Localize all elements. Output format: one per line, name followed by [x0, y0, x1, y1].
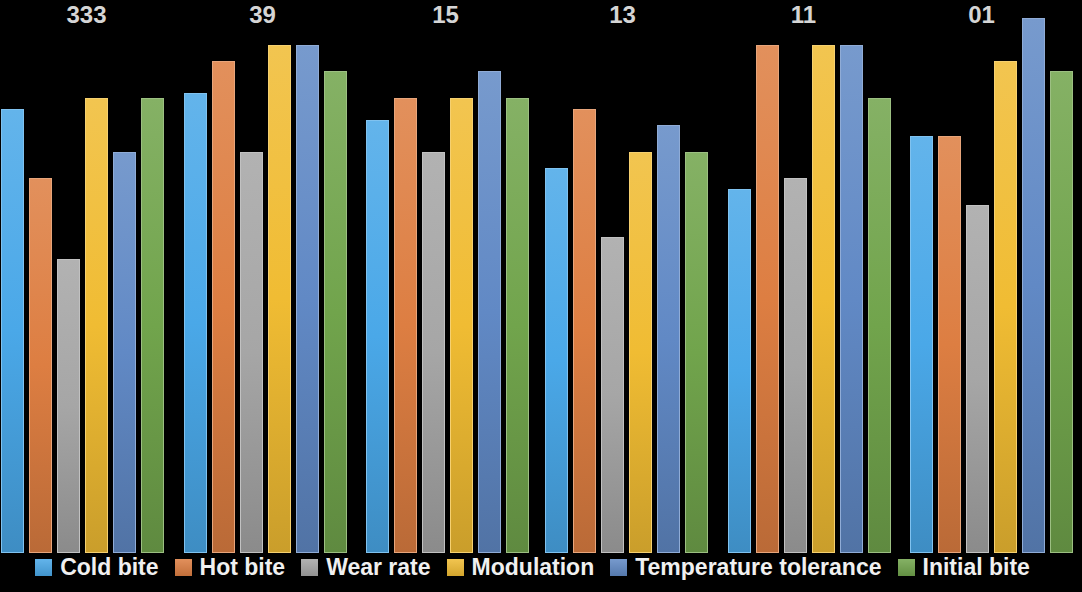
legend-label-wear-rate: Wear rate [326, 554, 430, 581]
bar-hot-bite-333 [29, 178, 52, 553]
bar-cold-bite-39 [184, 93, 207, 553]
legend-label-cold-bite: Cold bite [60, 554, 158, 581]
legend-label-hot-bite: Hot bite [200, 554, 286, 581]
category-label-01: 01 [900, 0, 1063, 30]
legend-item-hot-bite: Hot bite [175, 554, 286, 581]
bar-modulation-13 [629, 152, 652, 553]
bar-cold-bite-13 [545, 168, 568, 553]
bar-modulation-11 [812, 45, 835, 553]
bar-modulation-333 [85, 98, 108, 553]
bar-cold-bite-15 [366, 120, 389, 553]
bar-wear-rate-15 [422, 152, 445, 553]
legend-swatch-hot-bite-icon [175, 559, 192, 576]
legend-swatch-temperature-tolerance-icon [610, 559, 627, 576]
category-label-39: 39 [181, 0, 344, 30]
legend-label-initial-bite: Initial bite [923, 554, 1030, 581]
category-label-13: 13 [541, 0, 704, 30]
legend-item-cold-bite: Cold bite [35, 554, 158, 581]
bar-temperature-tolerance-333 [113, 152, 136, 553]
bar-initial-bite-39 [324, 71, 347, 553]
bar-wear-rate-13 [601, 237, 624, 553]
bar-modulation-01 [994, 61, 1017, 553]
bar-temperature-tolerance-15 [478, 71, 501, 553]
legend: Cold bite Hot bite Wear rate Modulation Temp… [0, 552, 1082, 582]
bar-initial-bite-15 [506, 98, 529, 553]
bar-cold-bite-01 [910, 136, 933, 553]
legend-label-modulation: Modulation [472, 554, 595, 581]
bar-temperature-tolerance-13 [657, 125, 680, 553]
category-label-15: 15 [364, 0, 527, 30]
bar-hot-bite-13 [573, 109, 596, 553]
bar-hot-bite-15 [394, 98, 417, 553]
bar-temperature-tolerance-39 [296, 45, 319, 553]
category-label-333: 333 [5, 0, 168, 30]
bar-cold-bite-333 [1, 109, 24, 553]
bar-group-01 [910, 18, 1073, 553]
bar-group-13 [545, 109, 708, 553]
bar-temperature-tolerance-01 [1022, 18, 1045, 553]
bar-modulation-39 [268, 45, 291, 553]
bar-group-15 [366, 71, 529, 553]
bar-hot-bite-01 [938, 136, 961, 553]
legend-label-temperature-tolerance: Temperature tolerance [635, 554, 881, 581]
bar-group-11 [728, 45, 891, 553]
category-label-11: 11 [722, 0, 885, 30]
bar-initial-bite-11 [868, 98, 891, 553]
bar-cold-bite-11 [728, 189, 751, 553]
legend-item-modulation: Modulation [447, 554, 595, 581]
bar-group-333 [1, 98, 164, 553]
bar-initial-bite-01 [1050, 71, 1073, 553]
bar-chart: 333 39 15 13 11 01 [0, 0, 1082, 592]
legend-item-temperature-tolerance: Temperature tolerance [610, 554, 881, 581]
legend-item-wear-rate: Wear rate [301, 554, 430, 581]
bar-initial-bite-13 [685, 152, 708, 553]
bar-hot-bite-11 [756, 45, 779, 553]
bar-temperature-tolerance-11 [840, 45, 863, 553]
bar-initial-bite-333 [141, 98, 164, 553]
bar-wear-rate-333 [57, 259, 80, 553]
bar-hot-bite-39 [212, 61, 235, 553]
bar-wear-rate-39 [240, 152, 263, 553]
bar-group-39 [184, 45, 347, 553]
legend-swatch-cold-bite-icon [35, 559, 52, 576]
bar-wear-rate-01 [966, 205, 989, 553]
legend-item-initial-bite: Initial bite [898, 554, 1030, 581]
bar-wear-rate-11 [784, 178, 807, 553]
legend-swatch-initial-bite-icon [898, 559, 915, 576]
bar-modulation-15 [450, 98, 473, 553]
legend-swatch-modulation-icon [447, 559, 464, 576]
chart-page: { "chart_data": { "type": "bar", "title"… [0, 0, 1082, 592]
legend-swatch-wear-rate-icon [301, 559, 318, 576]
